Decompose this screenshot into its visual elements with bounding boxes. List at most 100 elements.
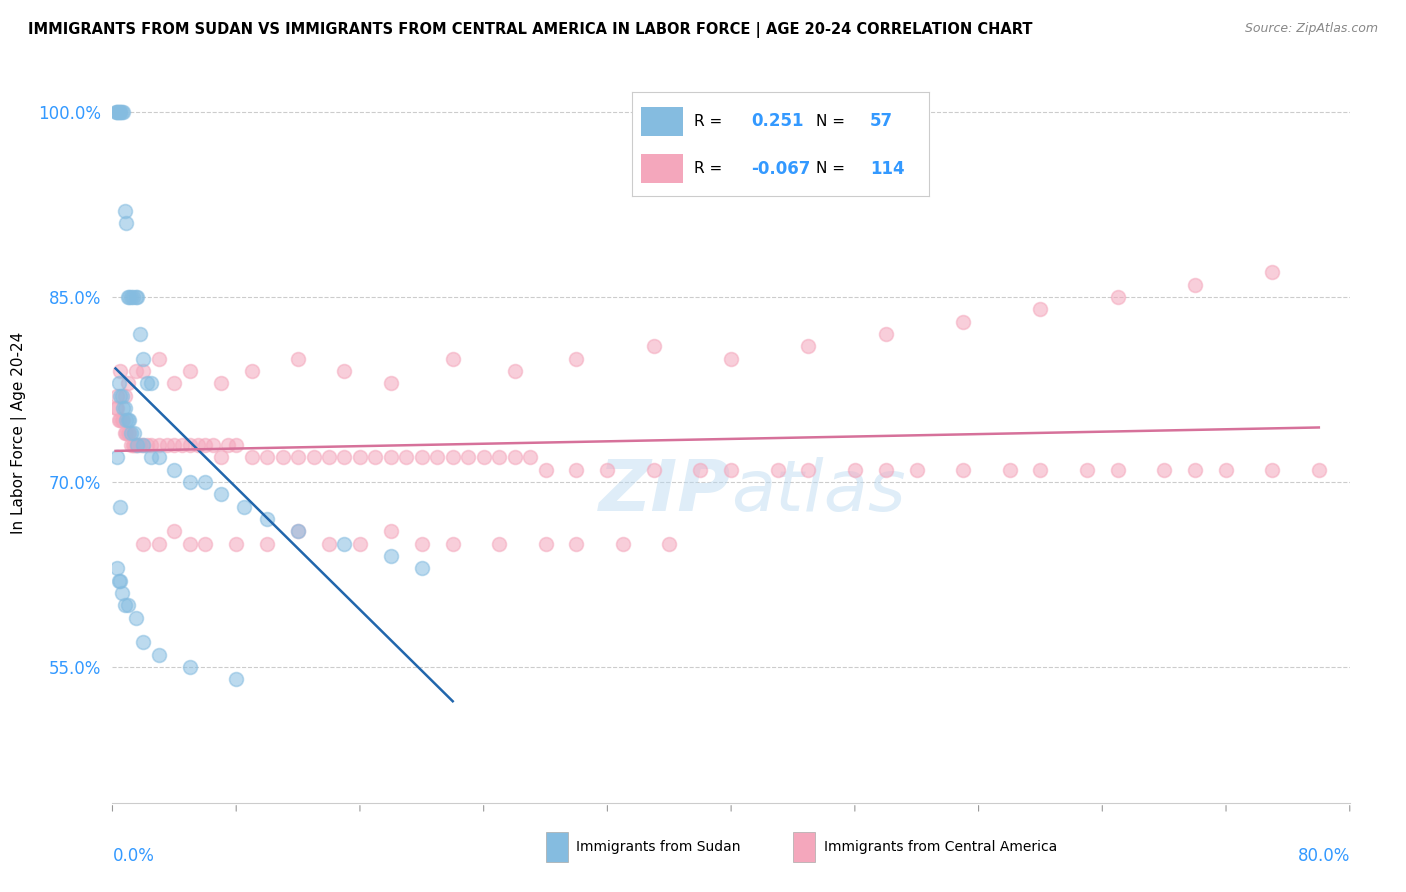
- Point: [209, 376, 232, 391]
- Point: [127, 438, 149, 452]
- Point: [411, 561, 433, 575]
- Point: [689, 462, 711, 476]
- Point: [110, 413, 132, 427]
- Point: [124, 610, 148, 624]
- Point: [163, 524, 186, 539]
- Point: [256, 536, 278, 550]
- Point: [124, 364, 148, 378]
- Point: [952, 315, 974, 329]
- Point: [333, 536, 356, 550]
- Point: [1076, 462, 1098, 476]
- Point: [179, 660, 201, 674]
- Point: [127, 290, 149, 304]
- Point: [110, 364, 132, 378]
- Point: [797, 339, 820, 353]
- Point: [132, 438, 155, 452]
- Point: [797, 462, 820, 476]
- Point: [124, 438, 148, 452]
- Point: [148, 438, 170, 452]
- Point: [112, 413, 135, 427]
- Point: [441, 536, 464, 550]
- Point: [720, 351, 742, 366]
- Point: [110, 500, 132, 514]
- Point: [148, 351, 170, 366]
- Point: [105, 401, 128, 415]
- Point: [364, 450, 387, 465]
- Point: [596, 462, 619, 476]
- Point: [114, 203, 136, 218]
- Point: [110, 104, 132, 119]
- Point: [117, 290, 139, 304]
- Point: [875, 326, 897, 341]
- Point: [163, 376, 186, 391]
- Text: Immigrants from Central America: Immigrants from Central America: [824, 840, 1057, 855]
- Point: [1184, 462, 1206, 476]
- Point: [844, 462, 866, 476]
- Point: [179, 475, 201, 489]
- Point: [129, 326, 152, 341]
- Point: [287, 524, 309, 539]
- Point: [105, 388, 128, 402]
- Point: [114, 388, 136, 402]
- Point: [112, 401, 135, 415]
- Point: [107, 376, 129, 391]
- Point: [135, 376, 157, 391]
- Point: [766, 462, 789, 476]
- Text: Immigrants from Sudan: Immigrants from Sudan: [576, 840, 741, 855]
- Point: [1153, 462, 1175, 476]
- Point: [565, 536, 588, 550]
- Point: [120, 290, 142, 304]
- Point: [118, 290, 141, 304]
- Point: [426, 450, 449, 465]
- Point: [349, 450, 371, 465]
- Point: [720, 462, 742, 476]
- Point: [110, 574, 132, 588]
- Point: [112, 104, 135, 119]
- Point: [256, 450, 278, 465]
- Point: [179, 364, 201, 378]
- Point: [565, 462, 588, 476]
- Point: [141, 376, 163, 391]
- Point: [148, 648, 170, 662]
- Point: [209, 487, 232, 501]
- Point: [225, 536, 247, 550]
- Point: [457, 450, 479, 465]
- FancyBboxPatch shape: [793, 832, 815, 862]
- Point: [503, 364, 526, 378]
- Point: [163, 462, 186, 476]
- Point: [132, 364, 155, 378]
- Point: [117, 376, 139, 391]
- Point: [114, 425, 136, 440]
- Point: [333, 364, 356, 378]
- Point: [111, 586, 134, 600]
- Text: 80.0%: 80.0%: [1298, 847, 1350, 865]
- FancyBboxPatch shape: [546, 832, 568, 862]
- Point: [1029, 302, 1052, 317]
- Point: [503, 450, 526, 465]
- Point: [256, 512, 278, 526]
- Text: 0.0%: 0.0%: [112, 847, 155, 865]
- Point: [117, 425, 139, 440]
- Point: [1184, 277, 1206, 292]
- Point: [534, 536, 557, 550]
- Point: [121, 290, 143, 304]
- Point: [111, 104, 134, 119]
- Point: [141, 438, 163, 452]
- Point: [441, 351, 464, 366]
- Point: [411, 450, 433, 465]
- Point: [107, 413, 129, 427]
- Point: [118, 425, 141, 440]
- Point: [287, 524, 309, 539]
- Point: [240, 450, 263, 465]
- Point: [998, 462, 1021, 476]
- Point: [107, 574, 129, 588]
- Point: [380, 549, 402, 563]
- Point: [121, 438, 143, 452]
- Y-axis label: In Labor Force | Age 20-24: In Labor Force | Age 20-24: [11, 332, 27, 533]
- Point: [186, 438, 209, 452]
- Point: [105, 104, 128, 119]
- Point: [318, 450, 340, 465]
- Point: [1261, 462, 1284, 476]
- Point: [472, 450, 495, 465]
- Point: [135, 438, 157, 452]
